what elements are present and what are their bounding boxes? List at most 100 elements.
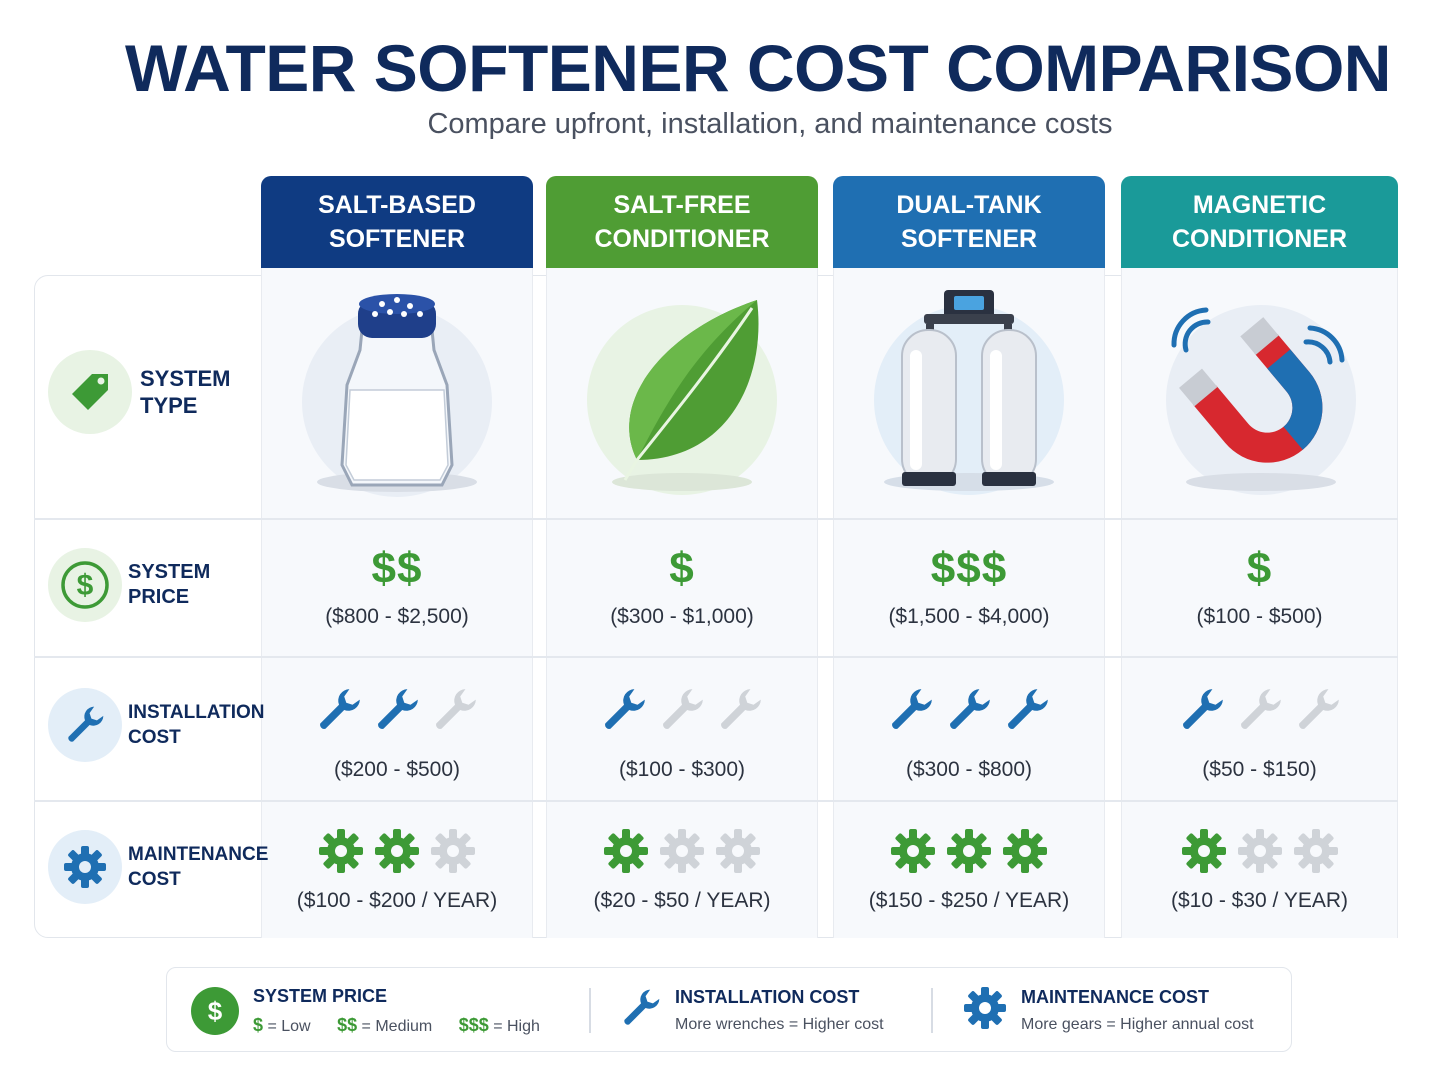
install-cell-salt-free: ($100 - $300) xyxy=(546,686,818,782)
install-range: ($300 - $800) xyxy=(905,758,1033,781)
legend-divider xyxy=(931,988,933,1033)
row-divider xyxy=(34,800,1398,802)
wrench-icon xyxy=(886,685,936,740)
wrench-rating xyxy=(1121,686,1398,738)
gear-inactive-icon xyxy=(1236,827,1284,880)
legend-low-symbol: $ xyxy=(253,1014,264,1035)
gear-icon xyxy=(961,984,1009,1037)
price-range: ($100 - $500) xyxy=(1196,605,1323,628)
price-range: ($300 - $1,000) xyxy=(610,605,754,628)
dual-tank-icon xyxy=(854,290,1084,510)
magnet-icon xyxy=(1146,290,1376,510)
column-header-salt-free: SALT-FREE CONDITIONER xyxy=(546,176,818,268)
gear-icon xyxy=(945,827,993,880)
wrench-inactive-icon xyxy=(1235,685,1285,740)
gear-inactive-icon xyxy=(1292,827,1340,880)
maint-range: ($100 - $200 / YEAR) xyxy=(296,889,498,912)
wrench-rating xyxy=(546,686,818,738)
price-cell-magnetic: $ ($100 - $500) xyxy=(1121,545,1398,629)
price-cell-salt-free: $ ($300 - $1,000) xyxy=(546,545,818,629)
gear-rating xyxy=(833,827,1105,879)
wrench-icon xyxy=(944,685,994,740)
gear-rating xyxy=(1121,827,1398,879)
price-cell-dual-tank: $$$ ($1,500 - $4,000) xyxy=(833,545,1105,629)
dollar-circle-icon: $ xyxy=(48,548,122,622)
row-label-system-price: $ SYSTEM PRICE xyxy=(48,548,210,622)
maint-range: ($20 - $50 / YEAR) xyxy=(593,889,771,912)
row-divider xyxy=(34,656,1398,658)
legend-install-title: INSTALLATION COST xyxy=(675,987,860,1007)
price-symbol: $$$ xyxy=(930,544,1008,593)
wrench-inactive-icon xyxy=(430,685,480,740)
row-label-system-type: SYSTEM TYPE xyxy=(48,350,230,434)
price-symbol: $ xyxy=(669,544,695,593)
install-range: ($50 - $150) xyxy=(1202,758,1317,781)
install-cell-dual-tank: ($300 - $800) xyxy=(833,686,1105,782)
gear-inactive-icon xyxy=(714,827,762,880)
legend-high-symbol: $$$ xyxy=(458,1014,489,1035)
legend-low-label: = Low xyxy=(267,1017,311,1035)
wrench-icon xyxy=(372,685,422,740)
row-label-maintenance-cost: MAINTENANCE COST xyxy=(48,830,268,904)
wrench-icon xyxy=(1177,685,1227,740)
column-header-magnetic: MAGNETIC CONDITIONER xyxy=(1121,176,1398,268)
page-subtitle: Compare upfront, installation, and maint… xyxy=(427,108,1113,140)
legend-price-title: SYSTEM PRICE xyxy=(253,985,388,1006)
install-cell-salt-based: ($200 - $500) xyxy=(261,686,533,782)
price-cell-salt-based: $$ ($800 - $2,500) xyxy=(261,545,533,629)
wrench-icon xyxy=(48,688,122,762)
wrench-icon xyxy=(1002,685,1052,740)
legend-high-label: = High xyxy=(493,1017,540,1035)
install-cell-magnetic: ($50 - $150) xyxy=(1121,686,1398,782)
legend: $ SYSTEM PRICE $ = Low $$ = Medium $$$ =… xyxy=(166,967,1292,1052)
maint-range: ($150 - $250 / YEAR) xyxy=(868,889,1070,912)
legend-medium-label: = Medium xyxy=(361,1017,433,1035)
install-range: ($200 - $500) xyxy=(333,758,461,781)
maint-cell-salt-free: ($20 - $50 / YEAR) xyxy=(546,827,818,913)
install-range: ($100 - $300) xyxy=(618,758,746,781)
wrench-icon xyxy=(599,685,649,740)
price-tag-icon xyxy=(48,350,132,434)
gear-icon xyxy=(1001,827,1049,880)
page-title: WATER SOFTENER COST COMPARISON xyxy=(125,31,1391,105)
price-range: ($1,500 - $4,000) xyxy=(888,605,1050,628)
maint-cell-salt-based: ($100 - $200 / YEAR) xyxy=(261,827,533,913)
legend-maint-title: MAINTENANCE COST xyxy=(1021,987,1209,1007)
wrench-icon xyxy=(314,685,364,740)
maint-cell-magnetic: ($10 - $30 / YEAR) xyxy=(1121,827,1398,913)
column-header-dual-tank: DUAL-TANK SOFTENER xyxy=(833,176,1105,268)
svg-text:$: $ xyxy=(77,569,94,602)
dollar-circle-icon: $ xyxy=(191,986,239,1035)
gear-icon xyxy=(48,830,122,904)
legend-price: $ SYSTEM PRICE $ = Low $$ = Medium $$$ =… xyxy=(191,968,540,1053)
leaf-icon xyxy=(567,290,797,510)
legend-maint: MAINTENANCE COST More gears = Higher ann… xyxy=(961,968,1254,1053)
wrench-rating xyxy=(833,686,1105,738)
wrench-inactive-icon xyxy=(657,685,707,740)
wrench-rating xyxy=(261,686,533,738)
gear-rating xyxy=(261,827,533,879)
legend-divider xyxy=(589,988,591,1033)
column-header-salt-based: SALT-BASED SOFTENER xyxy=(261,176,533,268)
wrench-inactive-icon xyxy=(715,685,765,740)
salt-shaker-icon xyxy=(282,290,512,510)
legend-medium-symbol: $$ xyxy=(337,1014,358,1035)
price-symbol: $ xyxy=(1246,544,1273,593)
price-range: ($800 - $2,500) xyxy=(325,605,469,628)
legend-install: INSTALLATION COST More wrenches = Higher… xyxy=(619,968,884,1053)
gear-icon xyxy=(889,827,937,880)
wrench-inactive-icon xyxy=(1293,685,1343,740)
gear-icon xyxy=(602,827,650,880)
gear-icon xyxy=(373,827,421,880)
legend-install-sub: More wrenches = Higher cost xyxy=(675,1016,884,1033)
gear-inactive-icon xyxy=(429,827,477,880)
gear-inactive-icon xyxy=(658,827,706,880)
maint-cell-dual-tank: ($150 - $250 / YEAR) xyxy=(833,827,1105,913)
gear-icon xyxy=(1180,827,1228,880)
price-symbol: $$ xyxy=(371,544,423,593)
svg-text:$: $ xyxy=(208,996,223,1026)
row-label-installation-cost: INSTALLATION COST xyxy=(48,688,265,762)
maint-range: ($10 - $30 / YEAR) xyxy=(1170,889,1349,912)
wrench-icon xyxy=(619,986,663,1035)
gear-rating xyxy=(546,827,818,879)
